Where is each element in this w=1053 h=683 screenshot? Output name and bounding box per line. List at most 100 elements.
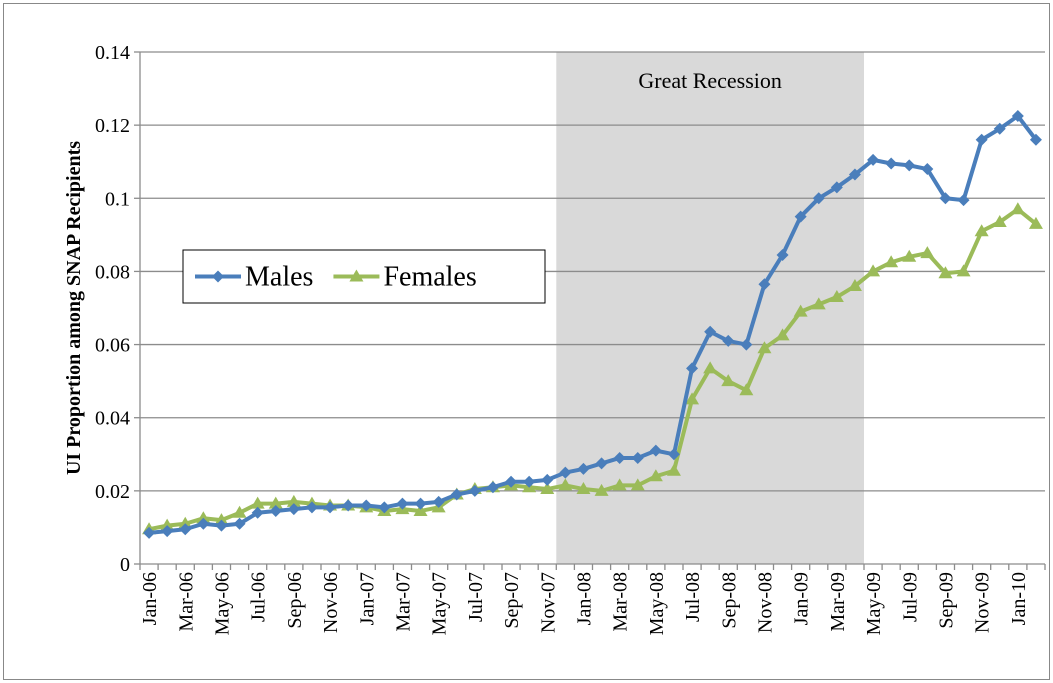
data-point (251, 506, 264, 519)
data-point (957, 194, 970, 207)
data-point (721, 374, 736, 387)
y-axis-label: UI Proportion among SNAP Recipients (63, 141, 85, 475)
x-tick-label: May-09 (863, 572, 885, 635)
data-point (974, 224, 989, 237)
data-point (793, 304, 808, 317)
y-tick-label: 0.12 (95, 115, 130, 137)
data-point (594, 483, 609, 496)
data-point (993, 122, 1006, 135)
x-tick-label: Jul-06 (248, 572, 270, 622)
data-point (921, 163, 934, 176)
x-tick-label: Sep-07 (501, 572, 523, 629)
y-tick-label: 0.1 (105, 188, 130, 210)
data-point (1010, 202, 1025, 215)
data-point (161, 525, 174, 538)
x-tick-label: May-08 (646, 572, 668, 635)
x-tick-label: Nov-08 (754, 572, 776, 633)
data-point (595, 457, 608, 470)
x-tick-label: Nov-09 (972, 572, 994, 633)
x-tick-label: Jul-09 (899, 572, 921, 622)
y-tick-label: 0.02 (95, 481, 130, 503)
chart-border (3, 3, 1050, 680)
data-point (1028, 216, 1043, 229)
data-point (866, 264, 881, 277)
x-tick-label: Jan-08 (573, 572, 595, 625)
data-point (540, 482, 555, 495)
data-point (233, 517, 246, 530)
data-point (722, 334, 735, 347)
data-point (450, 488, 463, 501)
data-point (830, 181, 843, 194)
data-point (829, 290, 844, 303)
shade-label: Great Recession (638, 68, 782, 93)
data-point (758, 278, 771, 291)
legend-label: Females (383, 262, 476, 293)
data-point (630, 478, 645, 491)
data-point (197, 517, 210, 530)
data-point (740, 338, 753, 351)
x-tick-label: Sep-08 (718, 572, 740, 629)
data-point (486, 481, 499, 494)
data-point (938, 266, 953, 279)
x-tick-label: Sep-09 (935, 572, 957, 629)
data-point (631, 451, 644, 464)
x-tick-label: Mar-08 (610, 572, 632, 632)
x-tick-label: Jan-09 (791, 572, 813, 625)
data-point (558, 478, 573, 491)
x-tick-label: Nov-07 (537, 572, 559, 633)
x-tick-label: Jan-07 (356, 572, 378, 625)
data-point (305, 501, 318, 514)
x-tick-label: Jan-10 (1008, 572, 1030, 625)
x-tick-label: Sep-06 (284, 572, 306, 629)
data-point (666, 463, 681, 476)
legend-marker (212, 270, 224, 283)
y-tick-label: 0.04 (95, 408, 130, 430)
data-point (794, 210, 807, 223)
data-point (902, 249, 917, 262)
data-point (286, 494, 301, 507)
data-point (703, 361, 718, 374)
data-point (613, 451, 626, 464)
data-point (287, 503, 300, 516)
data-point (324, 501, 337, 514)
x-tick-label: May-07 (429, 572, 451, 635)
data-point (903, 159, 916, 172)
data-point (432, 495, 445, 508)
data-point (577, 462, 590, 475)
y-tick-label: 0.06 (95, 335, 130, 357)
data-point (396, 497, 409, 510)
data-point (342, 499, 355, 512)
data-point (268, 496, 283, 509)
data-point (413, 503, 428, 516)
data-point (812, 192, 825, 205)
data-point (215, 519, 228, 532)
data-point (939, 192, 952, 205)
data-point (975, 133, 988, 146)
data-point (160, 518, 175, 531)
data-point (541, 473, 554, 486)
data-point (1011, 110, 1024, 122)
data-point (704, 325, 717, 338)
data-point (250, 496, 265, 509)
data-point (648, 469, 663, 482)
data-point (739, 383, 754, 396)
data-point (848, 168, 861, 181)
data-point (867, 153, 880, 166)
legend-marker (349, 269, 364, 282)
data-point (360, 499, 373, 512)
data-point (1029, 133, 1042, 146)
x-tick-label: Mar-07 (392, 572, 414, 632)
data-point (414, 497, 427, 510)
data-point (884, 255, 899, 268)
y-tick-label: 0.14 (95, 42, 130, 64)
data-point (956, 264, 971, 277)
x-tick-label: Jul-08 (682, 572, 704, 622)
data-point (920, 246, 935, 259)
data-point (992, 215, 1007, 228)
y-tick-label: 0.08 (95, 261, 130, 283)
data-point (505, 475, 518, 488)
x-tick-label: Jul-07 (465, 572, 487, 622)
data-point (196, 511, 211, 524)
legend-label: Males (245, 262, 313, 293)
data-point (686, 362, 699, 375)
